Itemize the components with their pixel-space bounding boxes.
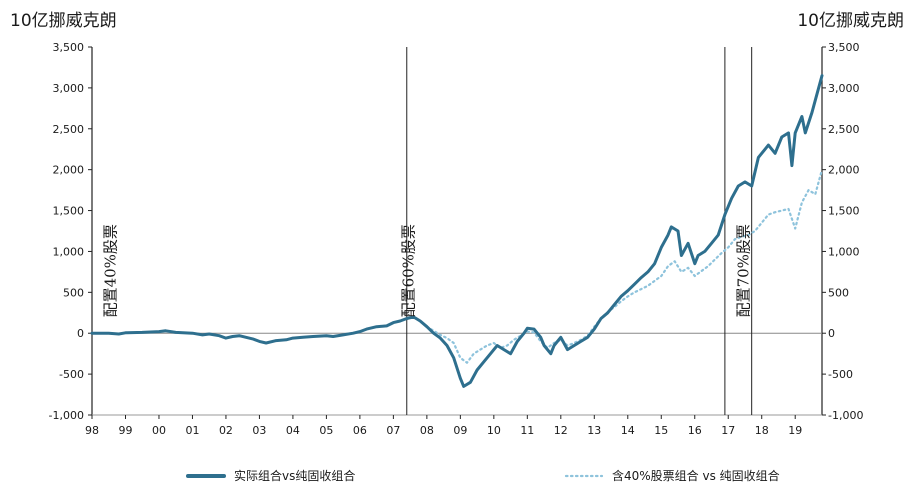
y-tick-label-right: 2,500 (828, 123, 860, 136)
right-unit-label: 10亿挪威克朗 (797, 11, 904, 31)
x-tick-label: 04 (286, 424, 300, 437)
y-tick-label-right: 1,000 (828, 245, 860, 258)
x-tick-label: 10 (487, 424, 501, 437)
y-tick-label-right: 2,000 (828, 164, 860, 177)
x-tick-label: 18 (755, 424, 769, 437)
y-tick-label-left: 3,000 (53, 82, 85, 95)
x-tick-label: 98 (85, 424, 99, 437)
x-tick-label: 15 (654, 424, 668, 437)
y-tick-label-left: 1,000 (53, 245, 85, 258)
x-tick-label: 13 (587, 424, 601, 437)
series-line-actual (90, 74, 824, 388)
y-tick-label-left: 3,500 (53, 41, 85, 54)
x-tick-label: 19 (788, 424, 802, 437)
left-unit-label: 10亿挪威克朗 (10, 11, 117, 31)
y-tick-label-left: -500 (59, 368, 84, 381)
y-tick-label-right: 1,500 (828, 205, 860, 218)
x-tick-label: 00 (152, 424, 166, 437)
x-tick-label: 07 (386, 424, 400, 437)
y-tick-label-left: 1,500 (53, 205, 85, 218)
x-tick-label: 16 (688, 424, 702, 437)
y-tick-label-left: -1,000 (49, 409, 84, 422)
x-tick-label: 06 (353, 424, 367, 437)
allocation-annotation: 配置40%股票 (101, 224, 119, 317)
legend-label: 含40%股票组合 vs 纯固收组合 (612, 468, 780, 483)
legend: 实际组合vs纯固收组合 含40%股票组合 vs 纯固收组合 (186, 468, 780, 483)
x-tick-label: 05 (319, 424, 333, 437)
y-tick-label-left: 2,000 (53, 164, 85, 177)
x-tick-label: 02 (219, 424, 233, 437)
x-tick-label: 17 (721, 424, 735, 437)
y-tick-label-right: -1,000 (828, 409, 863, 422)
x-tick-label: 09 (453, 424, 467, 437)
y-tick-label-left: 500 (63, 286, 84, 299)
x-tick-label: 08 (420, 424, 434, 437)
y-tick-label-left: 0 (77, 327, 84, 340)
y-tick-label-right: 3,500 (828, 41, 860, 54)
allocation-annotation: 配置70%股票 (734, 224, 752, 317)
x-tick-label: 03 (252, 424, 266, 437)
series-line-40pct-equity (425, 168, 824, 364)
y-tick-label-right: 3,000 (828, 82, 860, 95)
allocation-annotation: 配置60%股票 (399, 224, 417, 317)
legend-label: 实际组合vs纯固收组合 (234, 468, 355, 483)
x-tick-label: 99 (118, 424, 132, 437)
x-tick-label: 11 (520, 424, 534, 437)
y-tick-label-left: 2,500 (53, 123, 85, 136)
y-tick-label-right: 0 (828, 327, 835, 340)
y-tick-label-right: -500 (828, 368, 853, 381)
x-tick-label: 12 (554, 424, 568, 437)
y-tick-label-right: 500 (828, 286, 849, 299)
x-tick-label: 01 (185, 424, 199, 437)
x-tick-label: 14 (621, 424, 635, 437)
